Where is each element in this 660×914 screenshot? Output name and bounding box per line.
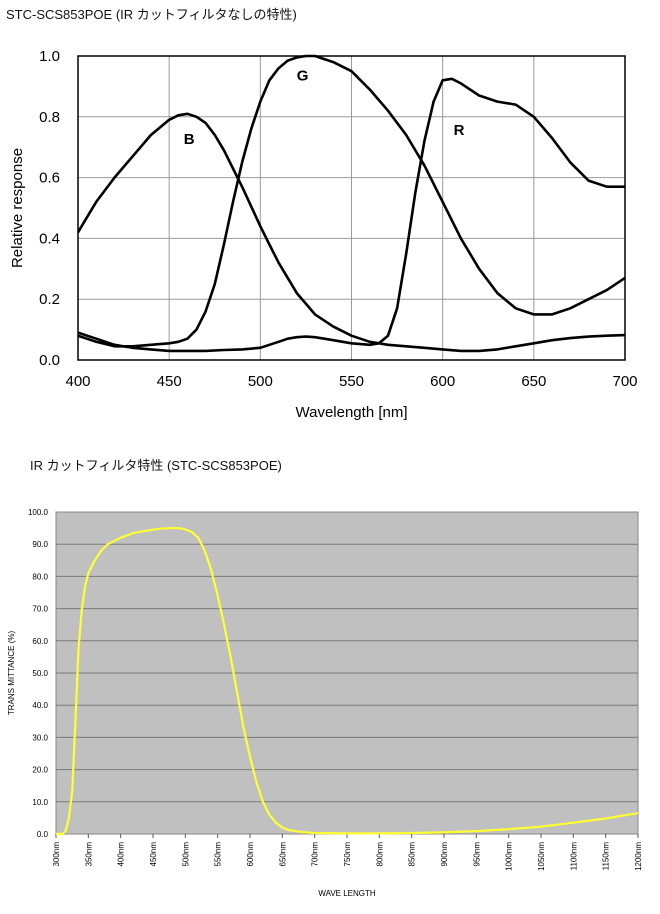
y-tick-label: 60.0 (32, 637, 48, 646)
y-tick-label: 90.0 (32, 540, 48, 549)
x-tick-label: 650nm (278, 842, 287, 867)
x-tick-label: 750nm (343, 842, 352, 867)
x-tick-label: 1000nm (505, 842, 514, 871)
x-tick-label: 550nm (214, 842, 223, 867)
x-tick-label: 1150nm (602, 842, 611, 871)
x-axis-label: WAVE LENGTH (318, 889, 376, 898)
series-label-G: G (297, 67, 309, 84)
y-tick-label: 30.0 (32, 733, 48, 742)
x-tick-label: 650 (521, 373, 546, 390)
x-tick-label: 500 (248, 373, 273, 390)
x-tick-label: 1200nm (634, 842, 643, 871)
series-line-B (78, 112, 625, 353)
y-tick-label: 0.6 (39, 170, 60, 187)
x-tick-label: 500nm (181, 842, 190, 867)
y-tick-label: 0.2 (39, 291, 60, 308)
x-tick-label: 350nm (84, 842, 93, 867)
y-tick-label: 20.0 (32, 766, 48, 775)
x-tick-label: 450 (157, 373, 182, 390)
x-tick-label: 400 (65, 373, 90, 390)
x-tick-label: 1100nm (569, 842, 578, 871)
x-tick-label: 900nm (440, 842, 449, 867)
y-tick-label: 0.0 (37, 830, 49, 839)
plot-frame (77, 55, 626, 361)
y-tick-label: 80.0 (32, 572, 48, 581)
x-tick-label: 300nm (52, 842, 61, 867)
series-label-B: B (184, 131, 195, 148)
x-tick-label: 400nm (117, 842, 126, 867)
y-axis-label: TRANS MITTANCE (%) (7, 631, 16, 716)
y-tick-label: 50.0 (32, 669, 48, 678)
x-tick-label: 550 (339, 373, 364, 390)
transmittance-line (56, 527, 639, 836)
y-tick-label: 0.4 (39, 230, 60, 247)
x-tick-label: 950nm (472, 842, 481, 867)
x-tick-label: 800nm (375, 842, 384, 867)
x-tick-label: 700 (612, 373, 637, 390)
series-line-R (78, 54, 625, 348)
x-tick-label: 450nm (149, 842, 158, 867)
x-tick-label: 1050nm (537, 842, 546, 871)
y-tick-label: 100.0 (28, 508, 49, 517)
y-tick-label: 0.8 (39, 109, 60, 126)
x-tick-label: 600nm (246, 842, 255, 867)
series-label-R: R (454, 122, 465, 139)
x-axis-label: Wavelength [nm] (296, 404, 408, 421)
chart-1-title: STC-SCS853POE (IR カットフィルタなしの特性) (6, 7, 297, 22)
x-tick-label: 850nm (408, 842, 417, 867)
y-tick-label: 1.0 (39, 48, 60, 65)
y-tick-label: 0.0 (39, 352, 60, 369)
x-tick-label: 600 (430, 373, 455, 390)
y-axis-label: Relative response (9, 148, 26, 268)
spectral-response-chart: 400 450 500 550 600 650 700 0.0 0.2 0.4 0.6 0.8 1.0 W… (9, 48, 638, 421)
y-tick-label: 10.0 (32, 798, 48, 807)
series-line-G (78, 77, 625, 353)
y-tick-label: 70.0 (32, 605, 48, 614)
chart-2-title: IR カットフィルタ特性 (STC-SCS853POE) (30, 458, 282, 473)
x-tick-label: 700nm (311, 842, 320, 867)
y-tick-label: 40.0 (32, 701, 48, 710)
